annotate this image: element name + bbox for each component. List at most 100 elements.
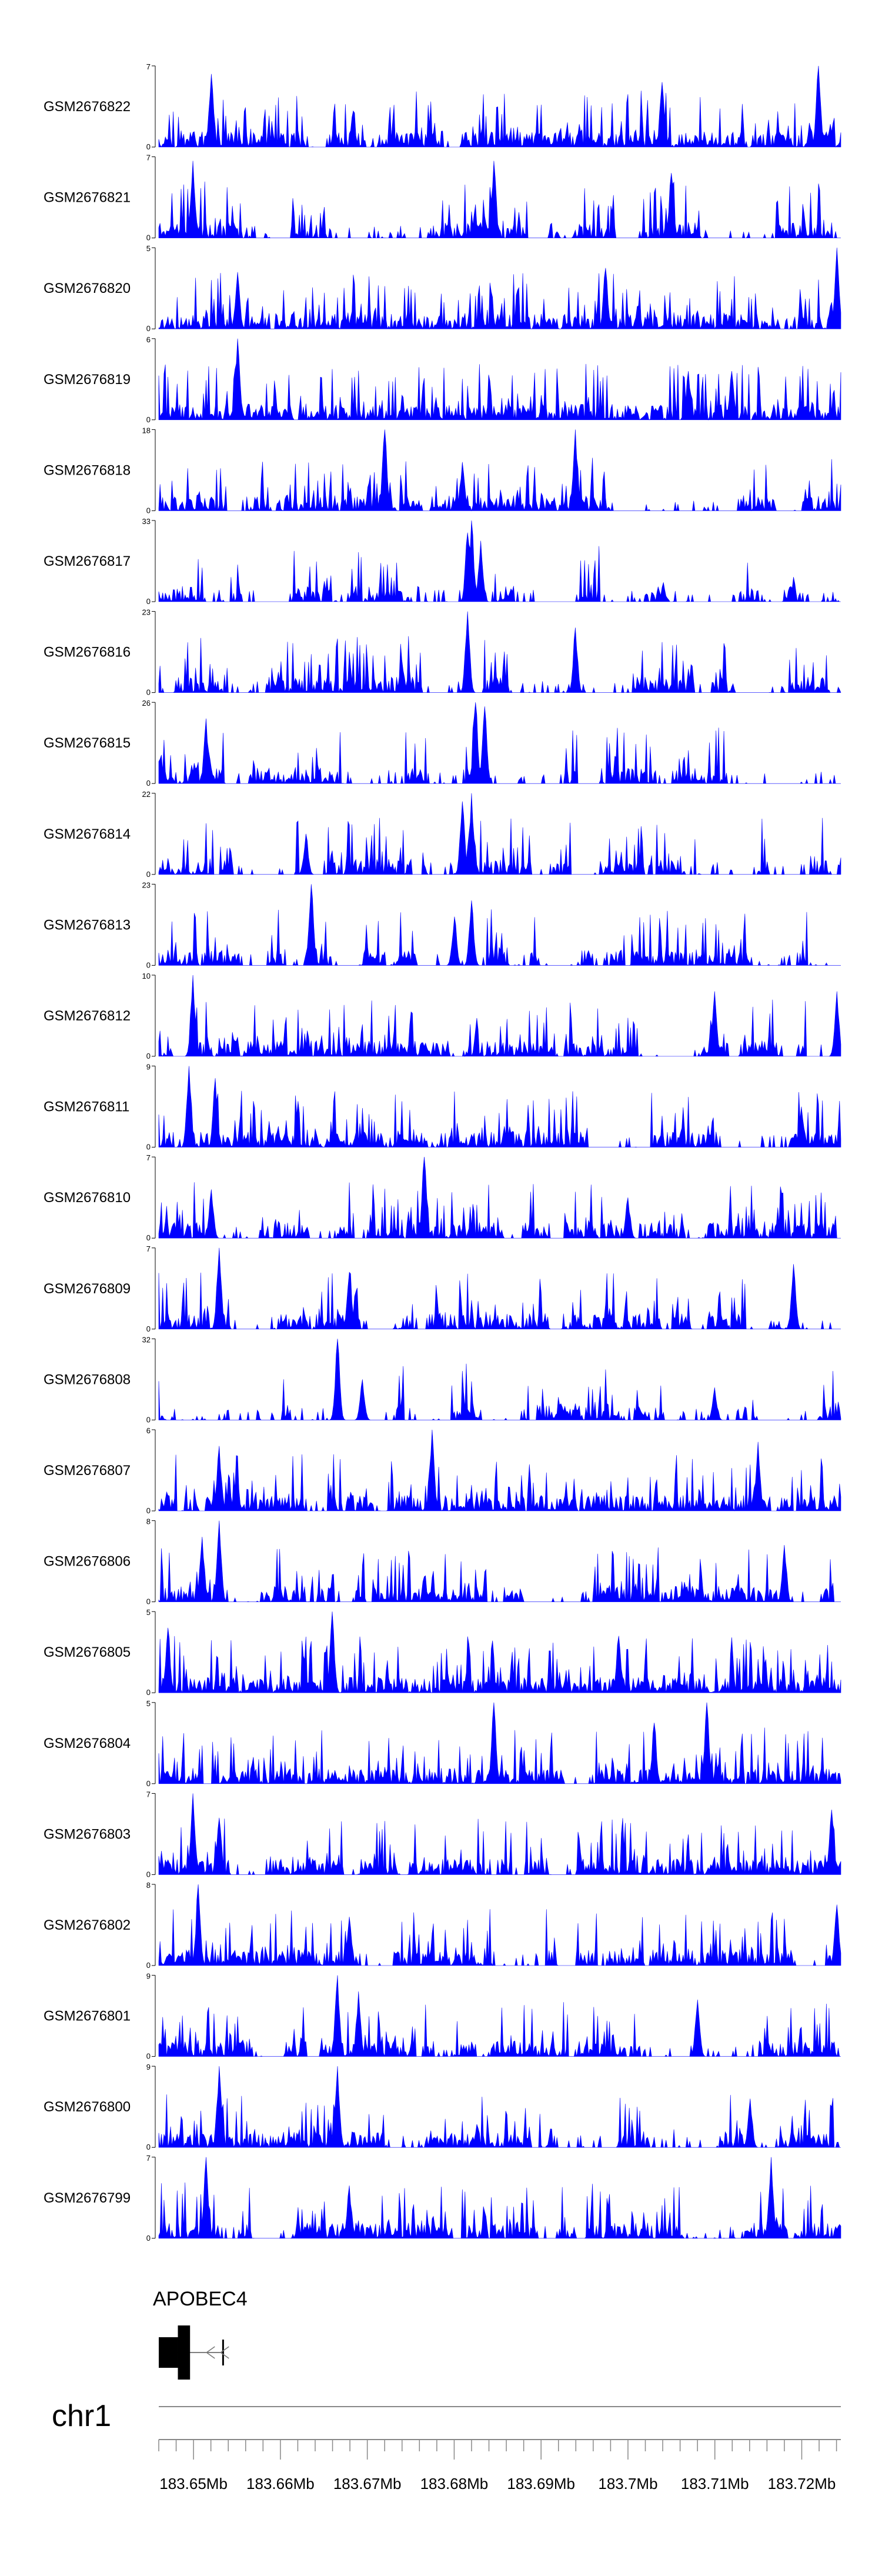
coverage-area bbox=[158, 1339, 841, 1421]
gene-track: APOBEC4 bbox=[153, 2288, 248, 2380]
track-GSM2676801: GSM2676801 9 0 bbox=[44, 1972, 841, 2061]
coverage-area bbox=[158, 1066, 841, 1148]
axis-tick-label: 183.7Mb bbox=[598, 2475, 657, 2492]
y-axis-max-label: 5 bbox=[146, 1608, 151, 1617]
track-label: GSM2676802 bbox=[44, 1917, 131, 1933]
track-GSM2676809: GSM2676809 7 0 bbox=[44, 1244, 841, 1333]
y-axis-max-label: 18 bbox=[142, 426, 151, 435]
track-GSM2676814: GSM2676814 22 0 bbox=[44, 790, 841, 879]
y-axis-min-label: 0 bbox=[146, 870, 151, 879]
coverage-area bbox=[158, 1611, 841, 1694]
y-axis-min-label: 0 bbox=[146, 1415, 151, 1424]
y-axis-min-label: 0 bbox=[146, 688, 151, 697]
track-label: GSM2676805 bbox=[44, 1644, 131, 1660]
coverage-area bbox=[158, 884, 841, 966]
coverage-area bbox=[158, 161, 841, 239]
y-axis-min-label: 0 bbox=[146, 1779, 151, 1788]
y-axis-max-label: 7 bbox=[146, 1790, 151, 1798]
y-axis-max-label: 22 bbox=[142, 790, 151, 799]
coverage-area bbox=[158, 248, 841, 330]
y-axis-max-label: 7 bbox=[146, 1153, 151, 1162]
track-GSM2676804: GSM2676804 5 0 bbox=[44, 1699, 841, 1788]
y-axis-min-label: 0 bbox=[146, 779, 151, 788]
coverage-area bbox=[158, 520, 841, 603]
track-label: GSM2676800 bbox=[44, 2099, 131, 2115]
y-axis-min-label: 0 bbox=[146, 1506, 151, 1515]
y-axis-max-label: 6 bbox=[146, 1426, 151, 1435]
y-axis-min-label: 0 bbox=[146, 1233, 151, 1242]
track-label: GSM2676808 bbox=[44, 1372, 131, 1387]
y-axis-min-label: 0 bbox=[146, 960, 151, 969]
track-GSM2676821: GSM2676821 7 0 bbox=[44, 154, 841, 242]
coverage-tracks: GSM267682270GSM267682170GSM267682050GSM2… bbox=[44, 62, 841, 2243]
track-label: GSM2676814 bbox=[44, 826, 131, 842]
track-GSM2676820: GSM2676820 5 0 bbox=[44, 244, 841, 333]
axis-tick-label: 183.66Mb bbox=[246, 2475, 315, 2492]
coverage-area bbox=[158, 429, 841, 512]
strand-arrow bbox=[219, 2346, 229, 2359]
coverage-area bbox=[158, 2157, 841, 2239]
y-axis-min-label: 0 bbox=[146, 1143, 151, 1152]
y-axis-max-label: 26 bbox=[142, 699, 151, 708]
y-axis-min-label: 0 bbox=[146, 233, 151, 242]
coverage-area bbox=[158, 1429, 841, 1511]
track-label: GSM2676810 bbox=[44, 1190, 131, 1206]
track-GSM2676813: GSM2676813 23 0 bbox=[44, 880, 841, 969]
axis-tick-label: 183.68Mb bbox=[420, 2475, 489, 2492]
track-GSM2676808: GSM2676808 32 0 bbox=[44, 1335, 841, 1424]
coverage-area bbox=[158, 1975, 841, 2057]
strand-arrow bbox=[205, 2346, 215, 2359]
gene-label: APOBEC4 bbox=[153, 2288, 248, 2310]
track-label: GSM2676818 bbox=[44, 462, 131, 478]
axis-tick-label: 183.65Mb bbox=[159, 2475, 228, 2492]
coverage-area bbox=[158, 1702, 841, 1784]
y-axis-max-label: 10 bbox=[142, 972, 151, 980]
track-GSM2676817: GSM2676817 33 0 bbox=[44, 517, 841, 606]
track-GSM2676806: GSM2676806 8 0 bbox=[44, 1517, 841, 1606]
track-label: GSM2676816 bbox=[44, 645, 131, 660]
coverage-area bbox=[158, 611, 841, 693]
y-axis-max-label: 9 bbox=[146, 2063, 151, 2071]
coverage-area bbox=[158, 1520, 841, 1603]
y-axis-max-label: 6 bbox=[146, 335, 151, 344]
y-axis-max-label: 9 bbox=[146, 1063, 151, 1072]
y-axis-min-label: 0 bbox=[146, 1870, 151, 1878]
coverage-area bbox=[158, 1884, 841, 1967]
y-axis-min-label: 0 bbox=[146, 142, 151, 151]
track-GSM2676802: GSM2676802 8 0 bbox=[44, 1881, 841, 1970]
gene-exon bbox=[159, 2337, 178, 2368]
track-label: GSM2676817 bbox=[44, 553, 131, 569]
y-axis-max-label: 7 bbox=[146, 62, 151, 71]
y-axis-min-label: 0 bbox=[146, 597, 151, 606]
track-GSM2676810: GSM2676810 7 0 bbox=[44, 1153, 841, 1242]
track-GSM2676805: GSM2676805 5 0 bbox=[44, 1608, 841, 1697]
y-axis-max-label: 32 bbox=[142, 1335, 151, 1344]
track-GSM2676816: GSM2676816 23 0 bbox=[44, 608, 841, 697]
track-label: GSM2676812 bbox=[44, 1008, 131, 1024]
track-GSM2676807: GSM2676807 6 0 bbox=[44, 1426, 841, 1515]
track-label: GSM2676809 bbox=[44, 1281, 131, 1297]
y-axis-min-label: 0 bbox=[146, 1324, 151, 1333]
track-label: GSM2676813 bbox=[44, 917, 131, 933]
coverage-area bbox=[158, 975, 841, 1057]
track-GSM2676819: GSM2676819 6 0 bbox=[44, 335, 841, 424]
track-label: GSM2676821 bbox=[44, 190, 131, 206]
axis-tick-label: 183.69Mb bbox=[507, 2475, 575, 2492]
coverage-area bbox=[158, 338, 841, 421]
axis-tick-label: 183.72Mb bbox=[768, 2475, 836, 2492]
track-label: GSM2676811 bbox=[44, 1099, 129, 1115]
track-label: GSM2676820 bbox=[44, 281, 131, 296]
genome-axis: chr1 183.65Mb 183.66Mb 183.67Mb 183.68Mb 183… bbox=[52, 2399, 841, 2492]
coverage-area bbox=[158, 793, 841, 875]
chromosome-label: chr1 bbox=[52, 2399, 111, 2433]
gene-exon bbox=[222, 2340, 224, 2365]
y-axis-min-label: 0 bbox=[146, 1961, 151, 1970]
track-label: GSM2676815 bbox=[44, 735, 131, 751]
track-GSM2676815: GSM2676815 26 0 bbox=[44, 699, 841, 788]
axis-tick-label: 183.71Mb bbox=[681, 2475, 749, 2492]
y-axis-max-label: 33 bbox=[142, 517, 151, 526]
track-label: GSM2676819 bbox=[44, 372, 131, 388]
track-label: GSM2676822 bbox=[44, 99, 131, 115]
track-GSM2676803: GSM2676803 7 0 bbox=[44, 1790, 841, 1878]
